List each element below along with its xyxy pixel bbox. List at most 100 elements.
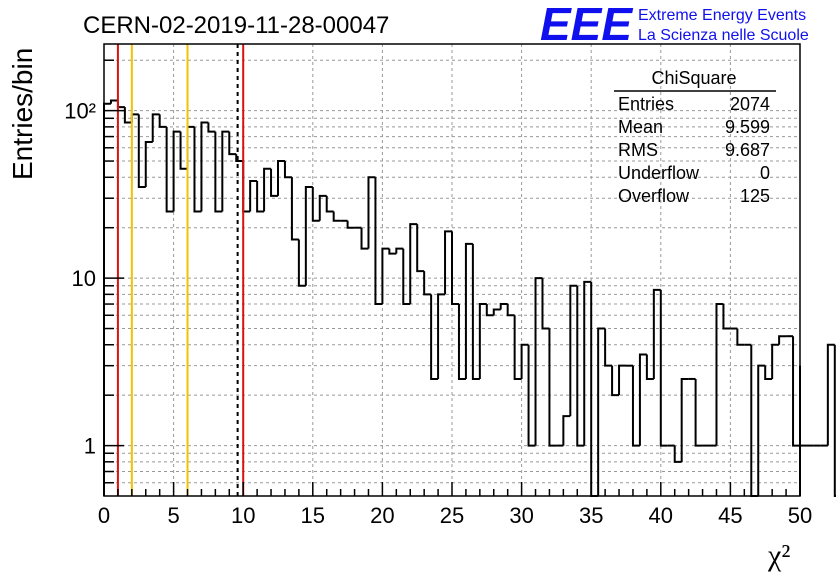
- histogram-bin: [256, 181, 265, 213]
- histogram-bin: [451, 231, 459, 306]
- stats-row-label: Overflow: [618, 186, 690, 206]
- histogram-bin: [388, 248, 397, 255]
- histogram-bin: [611, 365, 620, 397]
- histogram-bin: [576, 285, 585, 447]
- histogram-bin: [597, 327, 606, 496]
- stats-row-label: Underflow: [618, 163, 700, 183]
- histogram-bin: [631, 365, 640, 447]
- histogram-bin: [833, 344, 836, 497]
- histogram-bin: [416, 224, 425, 273]
- logo-letters: EEE: [540, 0, 633, 50]
- histogram-bin: [694, 378, 703, 447]
- histogram-bin: [680, 377, 689, 462]
- axis-tick-labels: 0 5 10 15 20 25 30 35 40 45 50 1 10 10²: [64, 99, 812, 528]
- eee-logo: EEE Extreme Energy Events La Scienza nel…: [540, 0, 809, 50]
- histogram-bin: [367, 176, 376, 249]
- histogram-bin: [165, 126, 174, 213]
- histogram-bin: [464, 242, 473, 379]
- histogram-bin: [513, 315, 522, 380]
- histogram-bin: [423, 271, 432, 296]
- histogram-bin: [228, 131, 237, 156]
- histogram-bin: [548, 328, 557, 447]
- histogram-bin: [109, 99, 118, 104]
- logo-line-1: Extreme Energy Events: [638, 7, 806, 24]
- histogram-bin: [764, 365, 773, 380]
- histogram-bin: [409, 223, 418, 305]
- histogram-bin: [618, 364, 626, 396]
- stats-title: ChiSquare: [651, 68, 736, 88]
- histogram-bin: [492, 308, 501, 316]
- histogram-bin: [360, 227, 369, 250]
- histogram-bin: [478, 303, 487, 379]
- histogram-bin: [304, 185, 313, 286]
- stats-row-label: RMS: [618, 140, 658, 160]
- histogram-bin: [506, 304, 515, 317]
- x-tick-label: 5: [167, 503, 179, 528]
- stats-rows: Entries 2074 Mean 9.599 RMS 9.687 Underflow 0 Ov…: [618, 94, 770, 206]
- histogram-bin: [736, 328, 745, 346]
- y-axis-label: Entries/bin: [7, 48, 38, 180]
- histogram-bin: [722, 304, 731, 330]
- x-tick-label: 50: [788, 503, 812, 528]
- histogram-bin: [151, 113, 160, 142]
- histogram-bin: [395, 247, 404, 254]
- histogram-bin: [214, 131, 223, 213]
- x-tick-label: 35: [579, 503, 603, 528]
- x-tick-label: 10: [231, 503, 255, 528]
- x-tick-label: 15: [301, 503, 325, 528]
- histogram-bin: [541, 278, 550, 330]
- histogram-bin: [311, 186, 320, 222]
- histogram-bin: [249, 180, 258, 212]
- histogram-bin: [485, 304, 494, 317]
- logo-line-2: La Scienza nelle Scuole: [638, 27, 809, 44]
- histogram-bin: [297, 239, 306, 287]
- histogram-bin: [263, 167, 272, 212]
- histogram-bin: [583, 280, 592, 446]
- histogram-bin: [715, 303, 724, 446]
- histogram-bin: [673, 445, 682, 463]
- histogram-bin: [499, 303, 508, 310]
- histogram-bin: [826, 343, 835, 446]
- stats-box: ChiSquare Entries 2074 Mean 9.599 RMS 9.687 Un…: [614, 68, 776, 206]
- histogram-bin: [193, 126, 202, 213]
- histogram-bin: [283, 161, 292, 179]
- histogram-bin: [437, 293, 446, 379]
- histogram-bin: [604, 328, 613, 367]
- histogram-bin: [221, 130, 230, 212]
- histogram-bin: [430, 294, 439, 380]
- histogram-bin: [318, 194, 327, 221]
- histogram-bin: [569, 284, 578, 417]
- histogram-bin: [444, 230, 452, 295]
- histogram-bin: [374, 177, 383, 306]
- histogram-bin: [381, 247, 390, 305]
- y-tick-label: 10: [72, 266, 96, 291]
- histogram-bin: [527, 344, 536, 447]
- histogram-bin: [457, 304, 466, 380]
- histogram-bin: [534, 277, 543, 446]
- x-tick-label: 30: [509, 503, 533, 528]
- histogram-bin: [659, 289, 668, 447]
- x-tick-label: 20: [370, 503, 394, 528]
- axis-ticks: [103, 59, 801, 496]
- y-tick-label: 1: [84, 434, 96, 459]
- histogram-bin: [332, 211, 341, 222]
- histogram-bin: [652, 288, 661, 379]
- histogram: [103, 99, 836, 497]
- stats-row-value: 0: [760, 163, 770, 183]
- x-tick-label: 45: [718, 503, 742, 528]
- histogram-bin: [792, 336, 800, 447]
- histogram-bin: [402, 248, 411, 306]
- stats-row-value: 2074: [730, 94, 770, 114]
- histogram-bin: [137, 114, 146, 188]
- histogram-bin: [290, 177, 299, 241]
- histogram-bin: [270, 168, 278, 197]
- histogram-bin: [325, 195, 334, 213]
- stats-row-value: 9.599: [725, 117, 770, 137]
- stats-row-value: 9.687: [725, 140, 770, 160]
- histogram-bin: [757, 364, 766, 496]
- histogram-bin: [123, 107, 132, 124]
- stats-row-label: Mean: [618, 117, 663, 137]
- x-tick-label: 25: [440, 503, 464, 528]
- x-tick-label: 40: [649, 503, 673, 528]
